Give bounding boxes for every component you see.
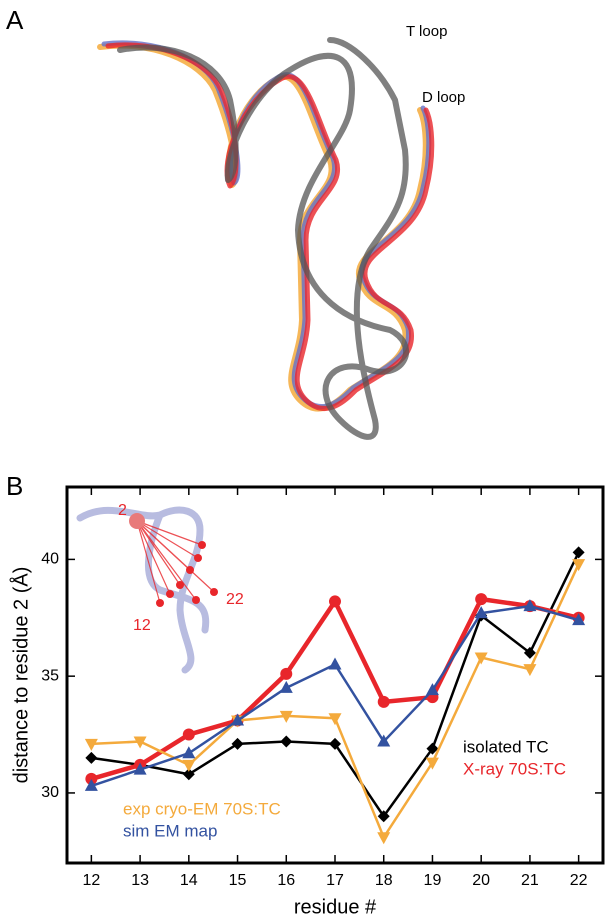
inset-label: 12	[133, 617, 151, 634]
data-point	[377, 695, 390, 708]
data-point	[279, 710, 293, 723]
data-point	[231, 713, 245, 726]
trna-structure	[97, 37, 435, 440]
data-point	[280, 735, 293, 748]
data-point	[572, 613, 586, 626]
loop-annotation: T loop	[406, 23, 447, 40]
data-point	[182, 768, 195, 781]
data-point	[85, 772, 98, 785]
inset-structure	[76, 506, 218, 674]
data-point	[133, 762, 147, 775]
data-point	[231, 737, 244, 750]
inset-label: 22	[226, 591, 244, 608]
x-axis-label: residue #	[294, 896, 377, 918]
x-tick-label: 17	[326, 872, 344, 889]
data-point	[572, 546, 585, 559]
y-tick-label: 30	[41, 784, 59, 801]
data-point	[377, 810, 390, 823]
data-point	[84, 778, 98, 791]
loop-annotation: D loop	[422, 89, 465, 106]
x-tick-label: 13	[131, 872, 149, 889]
data-point	[426, 742, 439, 755]
data-point	[329, 595, 341, 608]
data-point	[182, 746, 196, 759]
data-point	[377, 734, 391, 747]
x-tick-label: 16	[277, 872, 295, 889]
y-tick-label: 40	[41, 551, 59, 568]
data-point	[85, 751, 98, 764]
x-tick-label: 15	[229, 872, 247, 889]
x-tick-label: 21	[521, 872, 539, 889]
data-point	[279, 680, 293, 693]
data-point	[84, 738, 98, 751]
inset-label: 2	[118, 502, 127, 519]
data-point	[523, 646, 536, 659]
x-tick-label: 22	[570, 872, 588, 889]
x-tick-label: 18	[375, 872, 393, 889]
data-point	[182, 728, 195, 741]
data-point	[523, 664, 537, 677]
data-point	[425, 757, 439, 770]
data-point	[523, 599, 537, 612]
data-point	[425, 683, 439, 696]
data-point	[328, 657, 342, 670]
data-point	[475, 593, 488, 606]
data-point	[280, 667, 293, 680]
legend-label: sim EM map	[123, 821, 217, 840]
x-tick-label: 14	[180, 872, 198, 889]
data-point	[474, 652, 488, 665]
data-point	[329, 737, 341, 750]
data-point	[328, 713, 342, 726]
data-point	[133, 736, 147, 749]
data-point	[377, 832, 391, 845]
x-tick-label: 12	[82, 872, 100, 889]
panel-label: A	[6, 5, 24, 35]
data-point	[182, 759, 196, 772]
y-axis-label: distance to residue 2 (Å)	[9, 567, 32, 784]
x-tick-label: 19	[424, 872, 442, 889]
data-point	[474, 606, 488, 619]
legend-label: exp cryo-EM 70S:TC	[123, 799, 281, 818]
legend-label: X-ray 70S:TC	[463, 759, 566, 778]
y-tick-label: 35	[41, 667, 59, 684]
x-tick-label: 20	[472, 872, 490, 889]
panel-label: B	[6, 471, 23, 501]
data-point	[572, 559, 586, 572]
legend-label: isolated TC	[463, 737, 549, 756]
